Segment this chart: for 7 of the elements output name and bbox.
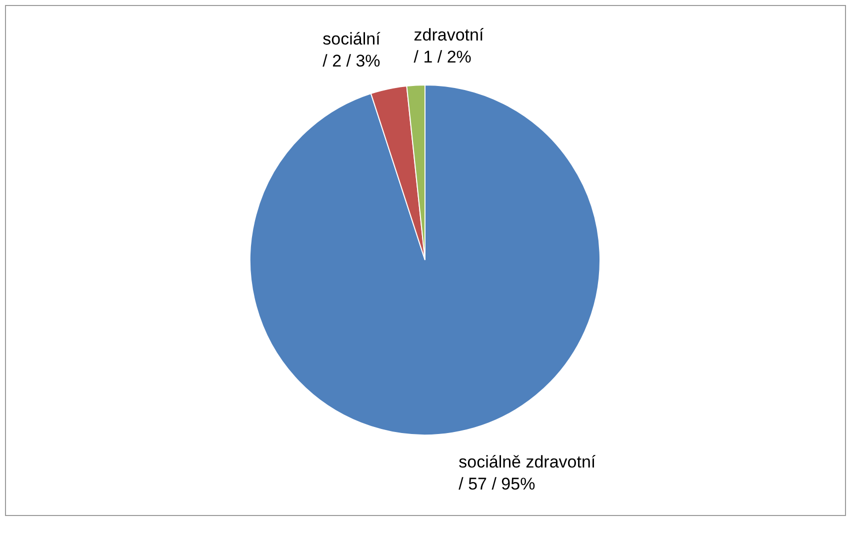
data-label: / 57 / 95% (458, 474, 536, 494)
data-label: / 2 / 3% (322, 52, 380, 71)
slice-label: zdravotní (414, 25, 484, 44)
slice-label: sociálně zdravotní (458, 452, 596, 472)
slice-label: sociální (322, 30, 381, 49)
data-label: / 1 / 2% (414, 47, 472, 66)
pie-slice (250, 84, 600, 436)
